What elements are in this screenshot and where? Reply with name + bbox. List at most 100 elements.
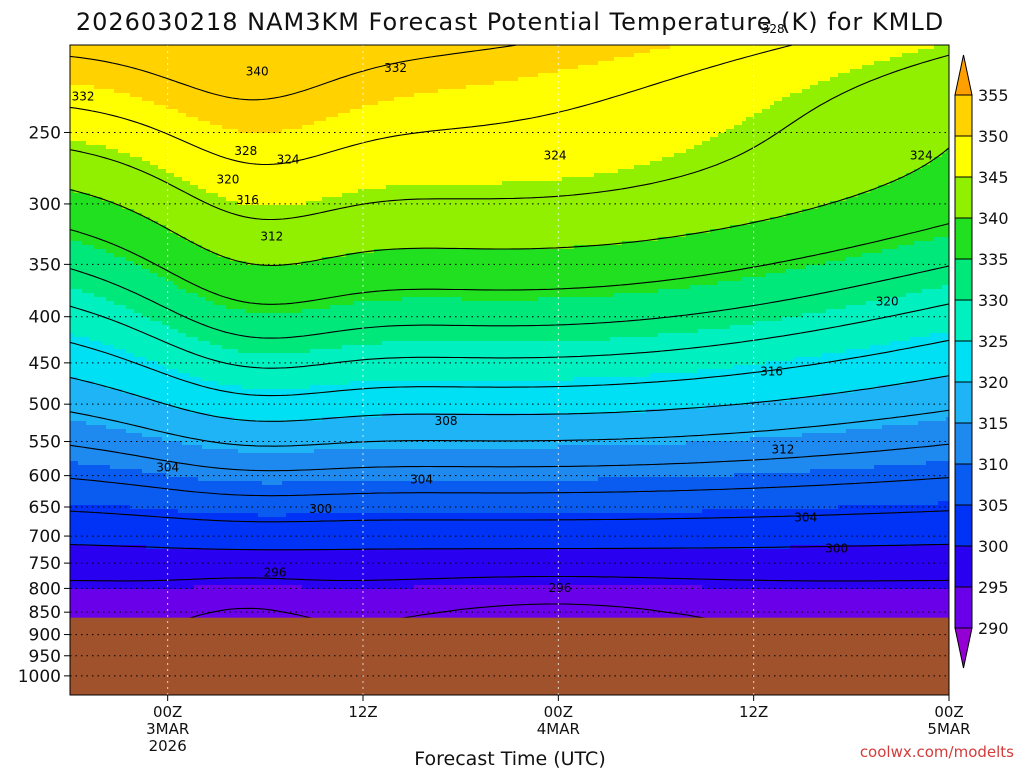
- theta-cell: [150, 509, 155, 514]
- theta-cell: [178, 597, 183, 602]
- theta-cell: [118, 501, 123, 506]
- theta-cell: [134, 181, 139, 186]
- theta-cell: [122, 85, 127, 90]
- theta-cell: [110, 489, 115, 494]
- theta-cell: [106, 609, 111, 614]
- theta-cell: [166, 573, 171, 578]
- theta-cell: [130, 553, 135, 558]
- theta-cell: [78, 581, 83, 586]
- theta-cell: [182, 133, 187, 138]
- theta-cell: [178, 517, 183, 522]
- theta-cell: [146, 589, 151, 594]
- theta-cell: [186, 265, 191, 270]
- theta-cell: [90, 481, 95, 486]
- theta-cell: [126, 437, 131, 442]
- theta-cell: [158, 433, 163, 438]
- theta-cell: [150, 349, 155, 354]
- theta-cell: [142, 49, 147, 54]
- theta-cell: [138, 297, 143, 302]
- theta-cell: [182, 273, 187, 278]
- theta-cell: [102, 281, 107, 286]
- theta-cell: [82, 117, 87, 122]
- theta-cell: [94, 401, 99, 406]
- theta-cell: [134, 229, 139, 234]
- theta-cell: [130, 169, 135, 174]
- theta-cell: [186, 101, 191, 106]
- theta-cell: [154, 329, 159, 334]
- theta-cell: [106, 581, 111, 586]
- theta-cell: [74, 265, 79, 270]
- theta-cell: [106, 285, 111, 290]
- theta-cell: [150, 265, 155, 270]
- theta-cell: [146, 141, 151, 146]
- theta-cell: [94, 49, 99, 54]
- theta-cell: [162, 281, 167, 286]
- theta-cell: [186, 205, 191, 210]
- theta-cell: [74, 545, 79, 550]
- theta-cell: [70, 573, 75, 578]
- theta-cell: [98, 269, 103, 274]
- theta-cell: [134, 277, 139, 282]
- theta-cell: [178, 109, 183, 114]
- theta-cell: [170, 385, 175, 390]
- theta-cell: [170, 93, 175, 98]
- theta-cell: [158, 481, 163, 486]
- theta-cell: [186, 357, 191, 362]
- theta-cell: [170, 61, 175, 66]
- theta-cell: [94, 489, 99, 494]
- theta-cell: [170, 177, 175, 182]
- theta-cell: [174, 197, 179, 202]
- theta-cell: [106, 569, 111, 574]
- theta-cell: [74, 233, 79, 238]
- theta-cell: [134, 185, 139, 190]
- theta-cell: [90, 61, 95, 66]
- theta-cell: [102, 553, 107, 558]
- theta-cell: [110, 225, 115, 230]
- theta-cell: [106, 229, 111, 234]
- theta-cell: [170, 569, 175, 574]
- theta-cell: [98, 601, 103, 606]
- theta-cell: [162, 153, 167, 158]
- theta-cell: [190, 393, 195, 398]
- theta-cell: [94, 365, 99, 370]
- theta-cell: [74, 609, 79, 614]
- theta-cell: [182, 589, 187, 594]
- theta-cell: [154, 225, 159, 230]
- theta-cell: [82, 329, 87, 334]
- theta-cell: [138, 509, 143, 514]
- theta-cell: [114, 585, 119, 590]
- theta-cell: [142, 53, 147, 58]
- theta-cell: [126, 477, 131, 482]
- theta-cell: [134, 173, 139, 178]
- theta-cell: [178, 93, 183, 98]
- theta-cell: [166, 173, 171, 178]
- theta-cell: [126, 53, 131, 58]
- theta-cell: [90, 461, 95, 466]
- theta-cell: [102, 573, 107, 578]
- theta-cell: [190, 457, 195, 462]
- theta-cell: [102, 437, 107, 442]
- theta-cell: [178, 497, 183, 502]
- theta-cell: [82, 253, 87, 258]
- theta-cell: [110, 301, 115, 306]
- theta-cell: [90, 497, 95, 502]
- theta-cell: [110, 397, 115, 402]
- theta-cell: [170, 549, 175, 554]
- theta-cell: [98, 401, 103, 406]
- theta-cell: [162, 405, 167, 410]
- theta-cell: [170, 597, 175, 602]
- theta-cell: [190, 205, 195, 210]
- theta-cell: [142, 541, 147, 546]
- theta-cell: [146, 601, 151, 606]
- theta-cell: [158, 101, 163, 106]
- theta-cell: [130, 57, 135, 62]
- theta-cell: [118, 157, 123, 162]
- theta-cell: [142, 517, 147, 522]
- theta-cell: [106, 457, 111, 462]
- theta-cell: [86, 493, 91, 498]
- theta-cell: [162, 117, 167, 122]
- theta-cell: [74, 205, 79, 210]
- theta-cell: [98, 613, 103, 618]
- theta-cell: [122, 113, 127, 118]
- theta-cell: [70, 77, 75, 82]
